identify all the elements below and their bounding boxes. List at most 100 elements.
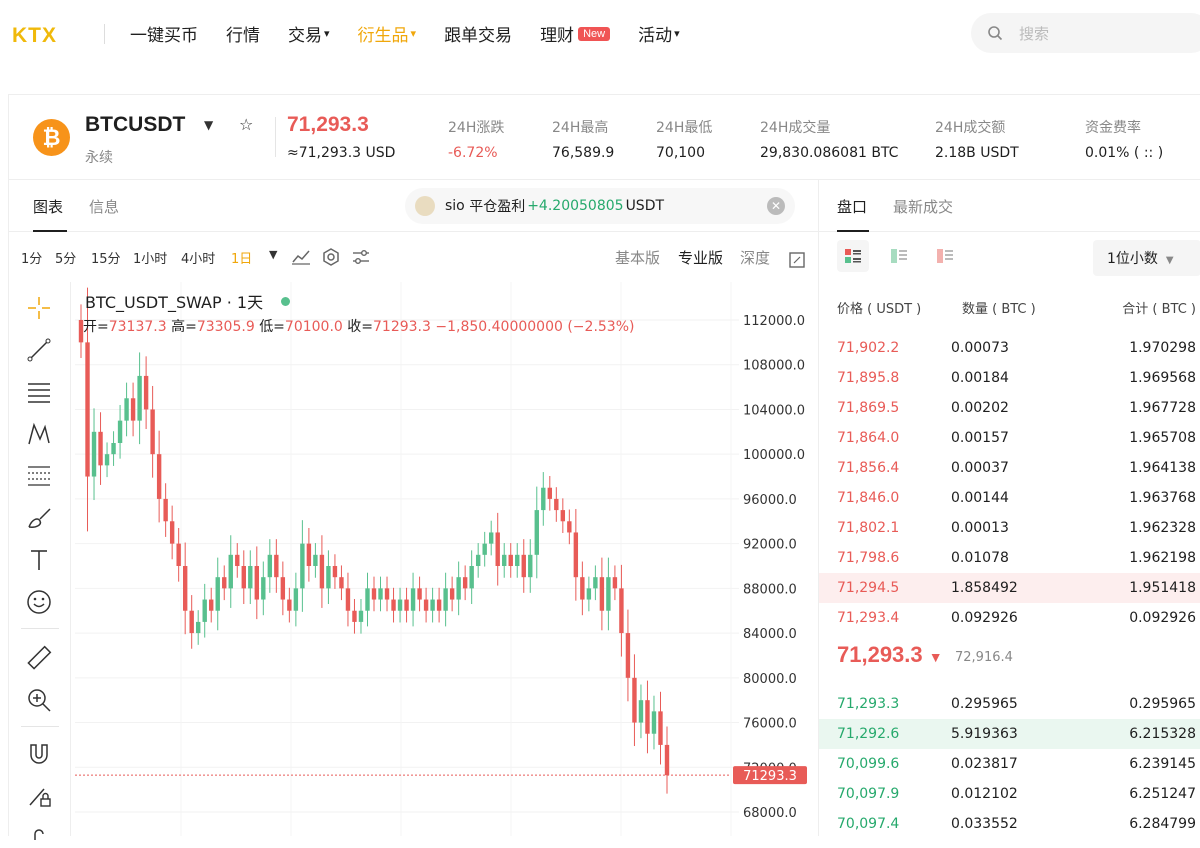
candlestick-chart[interactable]: 68000.072000.076000.080000.084000.088000… [71,282,820,836]
row-total: 6.239145 [1129,756,1196,772]
magnet-icon[interactable] [25,740,53,768]
ask-row[interactable]: 71,902.2 0.00073 1.970298 [819,333,1200,363]
settings-icon[interactable] [321,247,341,267]
emoji-icon[interactable] [25,588,53,616]
pro-version-toggle[interactable]: 专业版 [678,249,724,267]
bid-row[interactable]: 71,293.3 0.295965 0.295965 [819,689,1200,719]
candle-body [209,599,214,611]
row-total: 1.970298 [1129,340,1196,356]
horizontal-lines-icon[interactable] [25,378,53,406]
favorite-star-icon[interactable]: ☆ [239,115,254,134]
ktx-logo[interactable]: KTX [12,24,57,47]
ask-row[interactable]: 71,864.0 0.00157 1.965708 [819,423,1200,453]
ask-row[interactable]: 71,856.4 0.00037 1.964138 [819,453,1200,483]
tab-orderbook[interactable]: 盘口 [837,198,868,216]
row-amount: 0.00202 [951,400,1009,416]
bid-row[interactable]: 70,097.9 0.012102 6.251247 [819,779,1200,809]
ohlc-label: 高= [171,319,197,335]
pattern-icon[interactable] [25,420,53,448]
candle-body [449,588,455,600]
brush-icon[interactable] [25,504,53,532]
nav-item-6[interactable]: 活动 ▾ [638,21,680,46]
ask-row[interactable]: 71,293.4 0.092926 0.092926 [819,603,1200,633]
decimal-select[interactable]: 1位小数 ▼ [1093,240,1200,276]
indicator-icon[interactable] [291,248,311,266]
row-price: 71,902.2 [837,340,900,356]
candle-body [599,577,605,611]
crosshair-icon[interactable] [25,294,53,322]
row-amount: 0.012102 [951,786,1018,802]
row-amount: 0.00157 [951,430,1009,446]
nav-item-label: 理财 [540,26,575,46]
candle-body [417,588,422,600]
search-box[interactable]: 搜索 [971,13,1200,53]
col-price: 价格 ( USDT ) [837,302,922,317]
more-tools-icon[interactable] [25,820,53,848]
candle-body [664,744,670,776]
nav-item-1[interactable]: 行情 [226,21,260,46]
nav-item-5[interactable]: 理财 New [540,21,611,46]
candle-body [339,577,344,589]
zoom-in-icon[interactable] [25,686,53,714]
candle-body [345,588,351,611]
fullscreen-icon[interactable] [789,252,805,268]
timeframe-0[interactable]: 1分 [21,252,43,267]
view-bids-icon[interactable] [883,240,915,272]
lock-pen-icon[interactable] [25,782,53,810]
bid-row[interactable]: 70,099.6 0.023817 6.239145 [819,749,1200,779]
chart-legend-title: BTC_USDT_SWAP · 1天 [85,289,291,313]
timeframe-4[interactable]: 4小时 [181,252,216,267]
candle-body [78,320,84,343]
pnl-notification[interactable]: sio 平仓盈利 +4.20050805 USDT ✕ [405,188,795,224]
tab-info[interactable]: 信息 [89,198,120,216]
down-arrow-icon: ▼ [928,649,943,665]
stat-value: 70,100 [656,145,705,161]
chart-svg[interactable]: 68000.072000.076000.080000.084000.088000… [71,282,820,836]
ask-row[interactable]: 71,869.5 0.00202 1.967728 [819,393,1200,423]
symbol-dropdown-icon[interactable]: ▼ [204,118,214,132]
nav-item-0[interactable]: 一键买币 [130,21,198,46]
nav-item-2[interactable]: 交易 ▾ [288,21,330,46]
timeframe-2[interactable]: 15分 [91,252,121,267]
candle-body [573,532,579,578]
symbol-name[interactable]: BTCUSDT [85,113,186,136]
nav-item-3[interactable]: 衍生品 ▾ [358,21,417,46]
adjust-icon[interactable] [351,248,371,266]
fib-icon[interactable] [25,462,53,490]
chevron-down-icon: ▾ [324,27,330,40]
candle-body [235,554,240,566]
text-tool-icon[interactable] [25,546,53,574]
bid-row[interactable]: 70,097.4 0.033552 6.284799 [819,809,1200,839]
trend-line-icon[interactable] [25,336,53,364]
row-total: 1.963768 [1129,490,1196,506]
basic-version-toggle[interactable]: 基本版 [615,249,661,267]
nav-item-label: 活动 [638,26,673,46]
ruler-icon[interactable] [25,644,53,672]
timeframe-1[interactable]: 5分 [55,252,77,267]
candle-body [156,454,162,499]
pnl-user: sio [445,198,465,214]
depth-toggle[interactable]: 深度 [740,249,771,267]
ask-row[interactable]: 71,895.8 0.00184 1.969568 [819,363,1200,393]
view-both-icon[interactable] [837,240,869,272]
more-timeframes-icon[interactable]: ▼ [269,248,278,261]
ask-row[interactable]: 71,294.5 1.858492 1.951418 [819,573,1200,603]
timeframe-3[interactable]: 1小时 [133,252,168,267]
candle-body [371,588,377,600]
stat-turnover: 24H成交额 2.18B USDT [935,117,1019,161]
ask-row[interactable]: 71,802.1 0.00013 1.962328 [819,513,1200,543]
timeframe-5[interactable]: 1日 [231,252,253,267]
row-total: 6.251247 [1129,786,1196,802]
view-asks-icon[interactable] [929,240,961,272]
order-book: 盘口 最新成交 1位小数 ▼ 价格 ( USDT ) 数量 ( BTC ) 合计 … [819,180,1200,836]
close-icon[interactable]: ✕ [767,197,785,215]
tab-chart[interactable]: 图表 [33,198,64,216]
nav-item-4[interactable]: 跟单交易 [444,21,512,46]
ask-row[interactable]: 71,846.0 0.00144 1.963768 [819,483,1200,513]
row-total: 1.969568 [1129,370,1196,386]
bid-row[interactable]: 71,292.6 5.919363 6.215328 [819,719,1200,749]
ask-row[interactable]: 71,798.6 0.01078 1.962198 [819,543,1200,573]
y-tick-label: 92000.0 [743,538,797,553]
tab-latest-trades[interactable]: 最新成交 [893,198,954,216]
candle-body [645,700,650,734]
